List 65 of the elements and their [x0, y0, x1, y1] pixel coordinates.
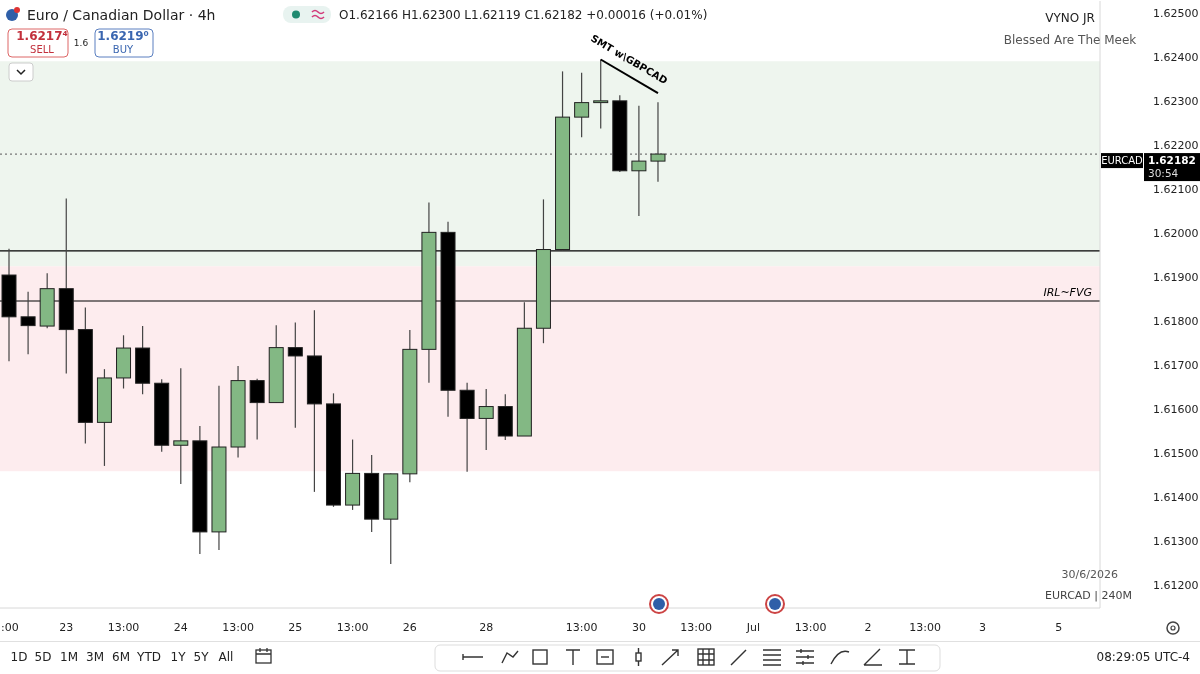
- annotation: SELL: [30, 44, 55, 55]
- text: 3M: [86, 650, 104, 664]
- annotation: VYNO JR: [1045, 11, 1095, 25]
- text: All: [218, 650, 234, 664]
- text: O1.62166 H1.62300 L1.62119 C1.62182 +0.00016 (+0.01%): [339, 8, 708, 22]
- x-tick-label: 5: [1055, 621, 1063, 634]
- ref-line-label: IRL~FVG: [1043, 285, 1092, 299]
- y-tick-label: 1.62100: [1153, 183, 1199, 197]
- y-tick-label: 1.61700: [1153, 359, 1199, 373]
- x-tick-label: 23: [59, 621, 74, 634]
- y-tick-label: 1.62200: [1153, 139, 1199, 153]
- text: YTD: [136, 650, 161, 664]
- x-tick-label: 13:00: [909, 621, 942, 634]
- text: 1Y: [170, 650, 187, 664]
- annotation: 1.6217⁴: [16, 29, 68, 43]
- y-tick-label: 1.62300: [1153, 95, 1199, 109]
- x-tick-label: 30: [631, 621, 646, 634]
- y-tick-label: 1.61500: [1153, 447, 1199, 461]
- x-tick-label: 3: [978, 621, 986, 634]
- x-tick-label: 13:00: [222, 621, 254, 634]
- candlestick: [650, 101, 666, 183]
- y-tick-label: 1.62400: [1153, 51, 1199, 65]
- candlestick: [574, 72, 590, 138]
- candlestick: [287, 321, 303, 429]
- annotation: 30/6/2026: [1061, 568, 1118, 581]
- text: 08:29:05 UTC-4: [1096, 650, 1190, 664]
- text: Euro / Canadian Dollar · 4h: [27, 7, 216, 23]
- x-tick-label: 13:00: [794, 621, 827, 634]
- x-tick-label: 13:00: [336, 621, 369, 634]
- ref-line-label: EURCAD: [1101, 155, 1144, 167]
- text: 1M: [60, 650, 78, 664]
- candlestick: [249, 378, 265, 441]
- x-tick-label: 13:00: [107, 621, 140, 634]
- y-tick-label: 1.61300: [1153, 535, 1199, 549]
- text: 1.62182: [1148, 154, 1196, 167]
- x-tick-label: 2: [864, 621, 872, 634]
- text: 30:54: [1148, 167, 1179, 180]
- x-tick-label: 13:00: [680, 621, 713, 634]
- text: 5Y: [193, 650, 210, 664]
- x-tick-label: 13:00: [565, 621, 598, 634]
- y-tick-label: 1.62500: [1153, 7, 1199, 21]
- y-tick-label: 1.61400: [1153, 491, 1199, 505]
- x-tick-label: 24: [173, 621, 188, 634]
- candlestick: [173, 367, 189, 485]
- y-tick-label: 1.61200: [1153, 579, 1199, 593]
- y-tick-label: 1.61600: [1153, 403, 1199, 417]
- x-tick-label: 26: [402, 621, 417, 634]
- annotation: Blessed Are The Meek: [1003, 33, 1137, 47]
- x-tick-label: Jul: [745, 621, 761, 634]
- x-tick-label: 28: [479, 621, 494, 634]
- candlestick: [593, 58, 609, 130]
- candlestick: [478, 388, 494, 451]
- annotation: 1.6: [73, 38, 89, 48]
- text: 5D: [34, 650, 52, 664]
- y-tick-label: 1.62000: [1153, 227, 1199, 241]
- annotation: EURCAD | 240M: [1045, 589, 1132, 602]
- candlestick: [631, 105, 647, 217]
- text: 1D: [10, 650, 28, 664]
- y-tick-label: 1.61800: [1153, 315, 1199, 329]
- y-tick-label: 1.61900: [1153, 271, 1199, 285]
- annotation: 1.6219⁰: [97, 29, 149, 43]
- annotation: BUY: [112, 44, 135, 55]
- x-tick-label: 25: [288, 621, 303, 634]
- text: 6M: [112, 650, 130, 664]
- x-tick-label: :00: [1, 621, 19, 634]
